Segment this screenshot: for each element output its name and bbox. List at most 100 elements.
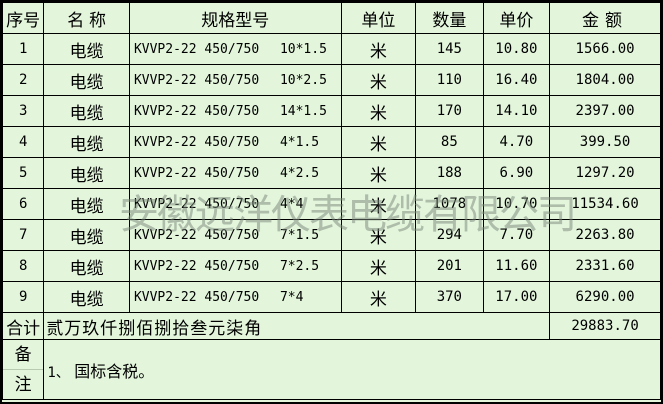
- cell-serial: 3: [2, 95, 45, 127]
- spec-size: 10*1.5: [279, 41, 327, 57]
- spec-model: KVVP2-22 450/750: [133, 227, 260, 243]
- col-header-qty: 数量: [415, 2, 484, 34]
- cell-amount: 399.50: [549, 126, 661, 158]
- cell-name: 电缆: [43, 126, 130, 158]
- cell-spec: KVVP2-22 450/750 14*1.5: [128, 95, 342, 127]
- remark-item-number: 1、: [47, 364, 70, 381]
- cell-qty: 110: [415, 64, 484, 96]
- table-row: 3 电缆 KVVP2-22 450/750 14*1.5 米 170 14.10 …: [2, 95, 661, 127]
- cell-amount: 1804.00: [549, 64, 661, 96]
- col-header-unit: 单位: [340, 2, 417, 34]
- cell-amount: 6290.00: [549, 281, 661, 313]
- remark-label-char-2: 注: [14, 375, 32, 394]
- total-amount: 29883.70: [549, 312, 661, 340]
- cell-price: 17.00: [482, 281, 551, 313]
- table-row: 9 电缆 KVVP2-22 450/750 7*4 米 370 17.00 629…: [2, 281, 661, 313]
- cell-serial: 9: [2, 281, 45, 313]
- spec-model: KVVP2-22 450/750: [133, 196, 260, 212]
- header-row: 序号 名 称 规格型号 单位 数量 单价 金额: [2, 2, 661, 34]
- cell-amount: 2263.80: [549, 219, 661, 251]
- cell-qty: 145: [415, 33, 484, 65]
- cell-spec: KVVP2-22 450/750 4*4: [128, 188, 342, 220]
- spec-model: KVVP2-22 450/750: [133, 258, 260, 274]
- cell-name: 电缆: [43, 219, 130, 251]
- cell-unit: 米: [340, 157, 417, 189]
- cell-serial: 1: [2, 33, 45, 65]
- table-row: 5 电缆 KVVP2-22 450/750 4*2.5 米 188 6.90 12…: [2, 157, 661, 189]
- cell-unit: 米: [340, 281, 417, 313]
- spec-size: 10*2.5: [279, 72, 327, 88]
- spec-size: 4*2.5: [279, 165, 320, 181]
- cell-qty: 370: [415, 281, 484, 313]
- col-header-spec: 规格型号: [128, 2, 342, 34]
- spec-model: KVVP2-22 450/750: [133, 289, 260, 305]
- spec-size: 14*1.5: [279, 103, 327, 119]
- cell-serial: 6: [2, 188, 45, 220]
- cell-price: 10.80: [482, 33, 551, 65]
- cell-name: 电缆: [43, 188, 130, 220]
- cell-qty: 1078: [415, 188, 484, 220]
- cell-spec: KVVP2-22 450/750 7*2.5: [128, 250, 342, 282]
- cell-price: 11.60: [482, 250, 551, 282]
- cell-unit: 米: [340, 33, 417, 65]
- total-row: 合计 贰万玖仟捌佰捌拾叁元柒角 29883.70: [2, 312, 661, 340]
- col-header-price: 单价: [482, 2, 551, 34]
- table-row: 7 电缆 KVVP2-22 450/750 7*1.5 米 294 7.70 22…: [2, 219, 661, 251]
- spec-model: KVVP2-22 450/750: [133, 165, 260, 181]
- cell-spec: KVVP2-22 450/750 4*2.5: [128, 157, 342, 189]
- cell-qty: 85: [415, 126, 484, 158]
- cell-spec: KVVP2-22 450/750 7*4: [128, 281, 342, 313]
- table-row: 1 电缆 KVVP2-22 450/750 10*1.5 米 145 10.80 …: [2, 33, 661, 65]
- cell-amount: 11534.60: [549, 188, 661, 220]
- spec-model: KVVP2-22 450/750: [133, 134, 260, 150]
- spec-size: 7*2.5: [279, 258, 320, 274]
- remark-row: 备 注 1、 国标含税。: [2, 339, 661, 400]
- cell-qty: 188: [415, 157, 484, 189]
- cell-serial: 5: [2, 157, 45, 189]
- cell-name: 电缆: [43, 33, 130, 65]
- table-row: 6 电缆 KVVP2-22 450/750 4*4 米 1078 10.70 11…: [2, 188, 661, 220]
- cell-unit: 米: [340, 250, 417, 282]
- cell-amount: 2331.60: [549, 250, 661, 282]
- cell-serial: 8: [2, 250, 45, 282]
- cell-serial: 4: [2, 126, 45, 158]
- col-header-name: 名 称: [43, 2, 130, 34]
- cell-price: 6.90: [482, 157, 551, 189]
- cell-spec: KVVP2-22 450/750 4*1.5: [128, 126, 342, 158]
- cell-name: 电缆: [43, 250, 130, 282]
- remark-body: 国标含税。: [69, 363, 155, 381]
- cell-price: 10.70: [482, 188, 551, 220]
- price-table: 序号 名 称 规格型号 单位 数量 单价 金额 1 电缆 KVVP2-22 45…: [2, 2, 661, 400]
- table-row: 2 电缆 KVVP2-22 450/750 10*2.5 米 110 16.40 …: [2, 64, 661, 96]
- cell-price: 14.10: [482, 95, 551, 127]
- remark-text: 1、 国标含税。: [43, 339, 661, 400]
- cell-spec: KVVP2-22 450/750 10*2.5: [128, 64, 342, 96]
- cell-qty: 170: [415, 95, 484, 127]
- table-row: 8 电缆 KVVP2-22 450/750 7*2.5 米 201 11.60 2…: [2, 250, 661, 282]
- cell-qty: 201: [415, 250, 484, 282]
- cell-price: 16.40: [482, 64, 551, 96]
- cell-unit: 米: [340, 126, 417, 158]
- table-row: 4 电缆 KVVP2-22 450/750 4*1.5 米 85 4.70 399…: [2, 126, 661, 158]
- cell-amount: 1566.00: [549, 33, 661, 65]
- spec-model: KVVP2-22 450/750: [133, 72, 260, 88]
- cell-unit: 米: [340, 219, 417, 251]
- spec-size: 4*1.5: [279, 134, 320, 150]
- total-amount-in-words: 贰万玖仟捌佰捌拾叁元柒角: [43, 312, 551, 340]
- cell-name: 电缆: [43, 95, 130, 127]
- cell-name: 电缆: [43, 281, 130, 313]
- cell-spec: KVVP2-22 450/750 7*1.5: [128, 219, 342, 251]
- total-label: 合计: [2, 312, 45, 340]
- cell-price: 4.70: [482, 126, 551, 158]
- col-header-serial: 序号: [2, 2, 45, 34]
- remark-label: 备 注: [2, 339, 45, 400]
- cell-price: 7.70: [482, 219, 551, 251]
- spec-model: KVVP2-22 450/750: [133, 103, 260, 119]
- cell-unit: 米: [340, 95, 417, 127]
- spec-size: 7*1.5: [279, 227, 320, 243]
- cell-spec: KVVP2-22 450/750 10*1.5: [128, 33, 342, 65]
- cell-amount: 2397.00: [549, 95, 661, 127]
- cell-unit: 米: [340, 64, 417, 96]
- cell-name: 电缆: [43, 157, 130, 189]
- cell-serial: 7: [2, 219, 45, 251]
